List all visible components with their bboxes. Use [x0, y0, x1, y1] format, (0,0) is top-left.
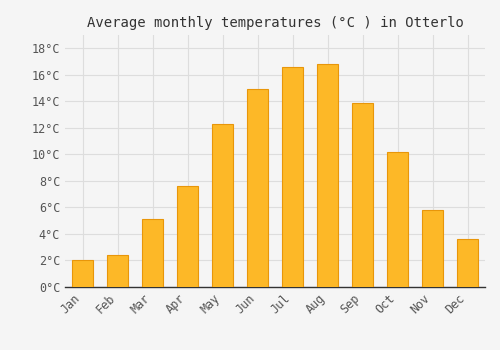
Bar — [247, 89, 268, 287]
Title: Average monthly temperatures (°C ) in Otterlo: Average monthly temperatures (°C ) in Ot… — [86, 16, 464, 30]
Bar — [282, 67, 303, 287]
Bar — [422, 210, 443, 287]
Bar — [387, 152, 408, 287]
Bar — [457, 239, 478, 287]
Bar — [107, 255, 128, 287]
Bar — [177, 186, 198, 287]
Bar — [72, 260, 93, 287]
Bar — [142, 219, 163, 287]
Bar — [352, 103, 373, 287]
Bar — [317, 64, 338, 287]
Bar — [212, 124, 233, 287]
